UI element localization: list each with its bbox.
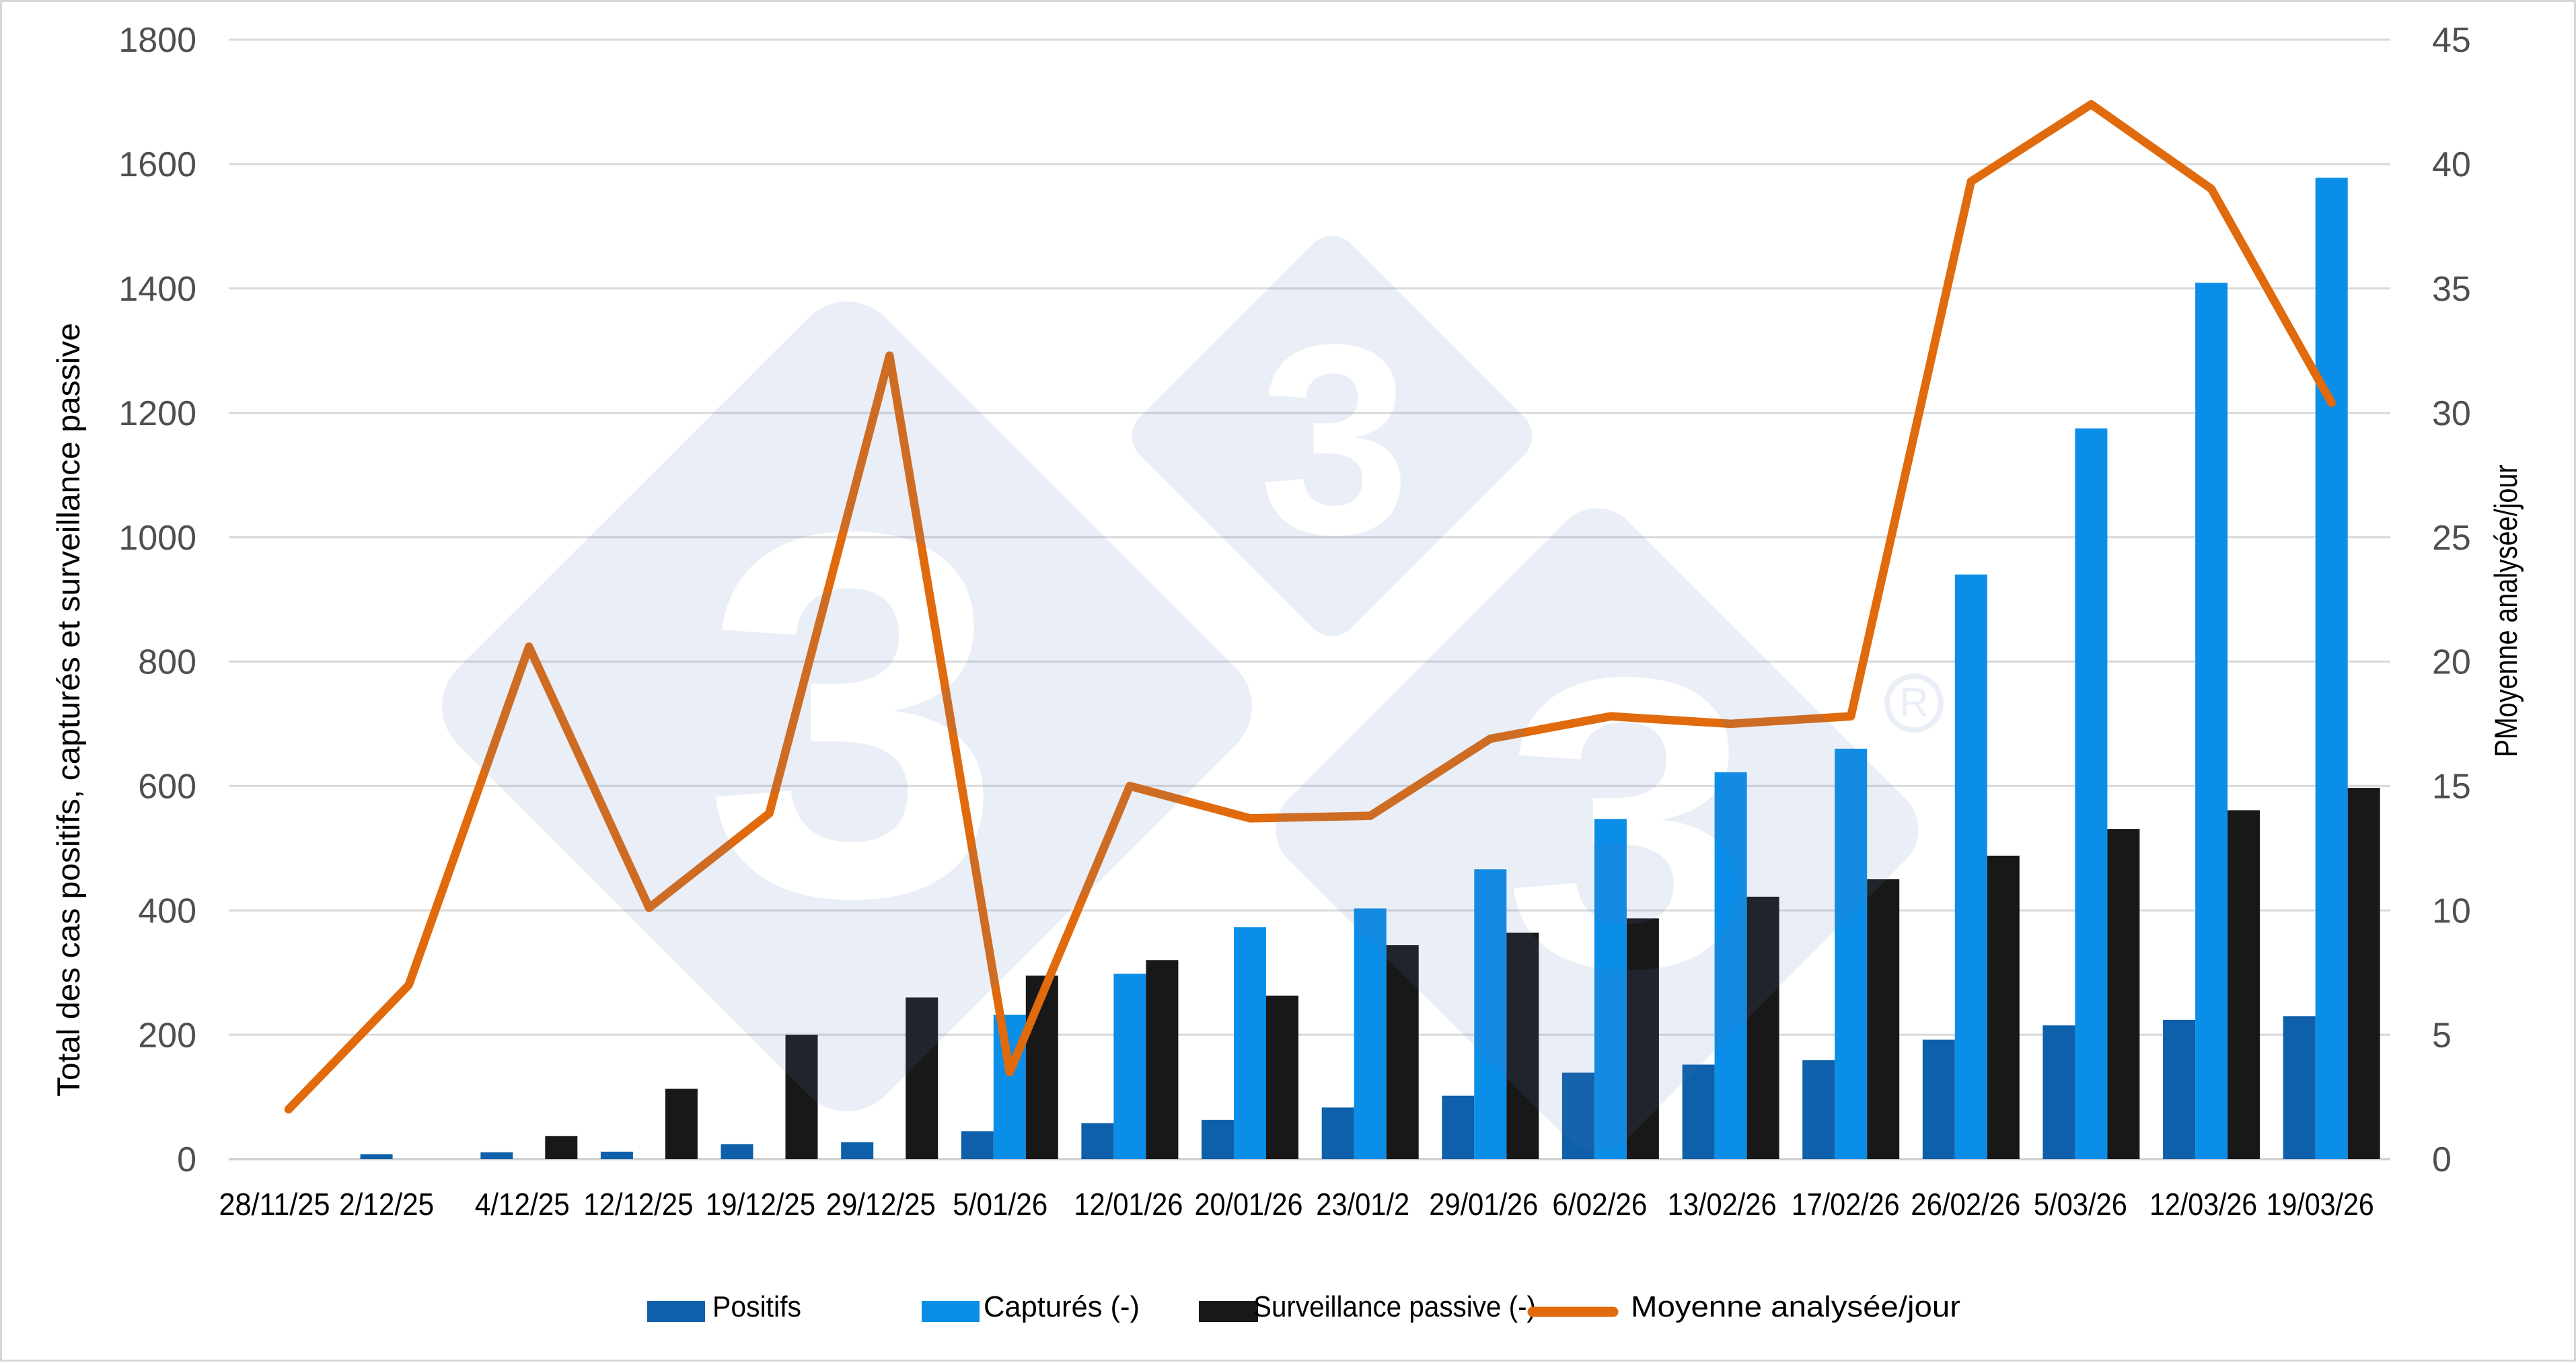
- svg-text:5: 5: [2432, 1016, 2452, 1055]
- svg-text:R: R: [1899, 680, 1928, 725]
- svg-text:Total des cas positifs, captur: Total des cas positifs, capturés et surv…: [50, 323, 86, 1097]
- svg-text:1000: 1000: [118, 519, 196, 558]
- svg-text:4/12/25: 4/12/25: [475, 1187, 570, 1222]
- svg-text:29/01/26: 29/01/26: [1429, 1187, 1538, 1222]
- svg-text:45: 45: [2432, 21, 2471, 60]
- svg-text:1400: 1400: [118, 270, 196, 309]
- svg-text:1800: 1800: [118, 21, 196, 60]
- svg-text:12/01/26: 12/01/26: [1074, 1187, 1183, 1222]
- svg-text:5/03/26: 5/03/26: [2034, 1187, 2127, 1222]
- svg-text:1600: 1600: [118, 145, 196, 184]
- svg-text:13/02/26: 13/02/26: [1668, 1187, 1777, 1222]
- svg-text:6/02/26: 6/02/26: [1552, 1187, 1647, 1222]
- svg-text:19/03/26: 19/03/26: [2267, 1187, 2374, 1222]
- svg-text:28/11/25: 28/11/25: [219, 1187, 330, 1222]
- svg-text:40: 40: [2432, 145, 2471, 184]
- svg-text:200: 200: [138, 1016, 196, 1055]
- svg-text:26/02/26: 26/02/26: [1911, 1187, 2020, 1222]
- svg-text:15: 15: [2432, 768, 2471, 807]
- svg-text:25: 25: [2432, 519, 2471, 558]
- svg-text:Positifs: Positifs: [712, 1290, 801, 1323]
- svg-text:Moyenne analysée/jour: Moyenne analysée/jour: [1631, 1290, 1960, 1323]
- svg-text:0: 0: [2432, 1140, 2452, 1179]
- svg-text:17/02/26: 17/02/26: [1792, 1187, 1900, 1222]
- svg-text:20/01/26: 20/01/26: [1195, 1187, 1303, 1222]
- svg-text:600: 600: [138, 768, 196, 807]
- svg-text:12/12/25: 12/12/25: [583, 1187, 693, 1222]
- svg-text:800: 800: [138, 643, 196, 682]
- svg-text:10: 10: [2432, 891, 2471, 930]
- svg-text:Capturés (-): Capturés (-): [984, 1290, 1140, 1323]
- svg-text:29/12/25: 29/12/25: [826, 1187, 936, 1222]
- svg-text:400: 400: [138, 891, 196, 930]
- svg-text:2/12/25: 2/12/25: [339, 1187, 434, 1222]
- svg-text:20: 20: [2432, 643, 2471, 682]
- svg-text:23/01/2: 23/01/2: [1316, 1187, 1409, 1222]
- svg-text:1200: 1200: [118, 394, 196, 433]
- svg-text:Surveillance passive (-): Surveillance passive (-): [1253, 1290, 1536, 1323]
- svg-text:12/03/26: 12/03/26: [2149, 1187, 2257, 1222]
- svg-text:35: 35: [2432, 270, 2471, 309]
- svg-text:PMoyenne analysée/jour: PMoyenne analysée/jour: [2488, 465, 2524, 758]
- svg-text:19/12/25: 19/12/25: [706, 1187, 815, 1222]
- svg-text:30: 30: [2432, 394, 2471, 433]
- svg-text:0: 0: [177, 1140, 196, 1179]
- svg-text:5/01/26: 5/01/26: [953, 1187, 1047, 1222]
